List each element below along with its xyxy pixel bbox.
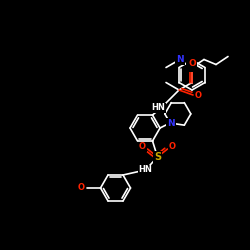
Text: O: O xyxy=(194,90,202,100)
Text: N: N xyxy=(187,62,195,71)
Text: HN: HN xyxy=(138,166,152,174)
Text: N: N xyxy=(167,118,175,128)
Text: HN: HN xyxy=(151,104,165,112)
Text: O: O xyxy=(139,142,146,152)
Text: N: N xyxy=(167,118,175,128)
Text: O: O xyxy=(169,142,176,152)
Text: N: N xyxy=(176,56,184,64)
Text: O: O xyxy=(78,184,85,192)
Text: O: O xyxy=(188,59,196,68)
Text: S: S xyxy=(154,152,161,162)
